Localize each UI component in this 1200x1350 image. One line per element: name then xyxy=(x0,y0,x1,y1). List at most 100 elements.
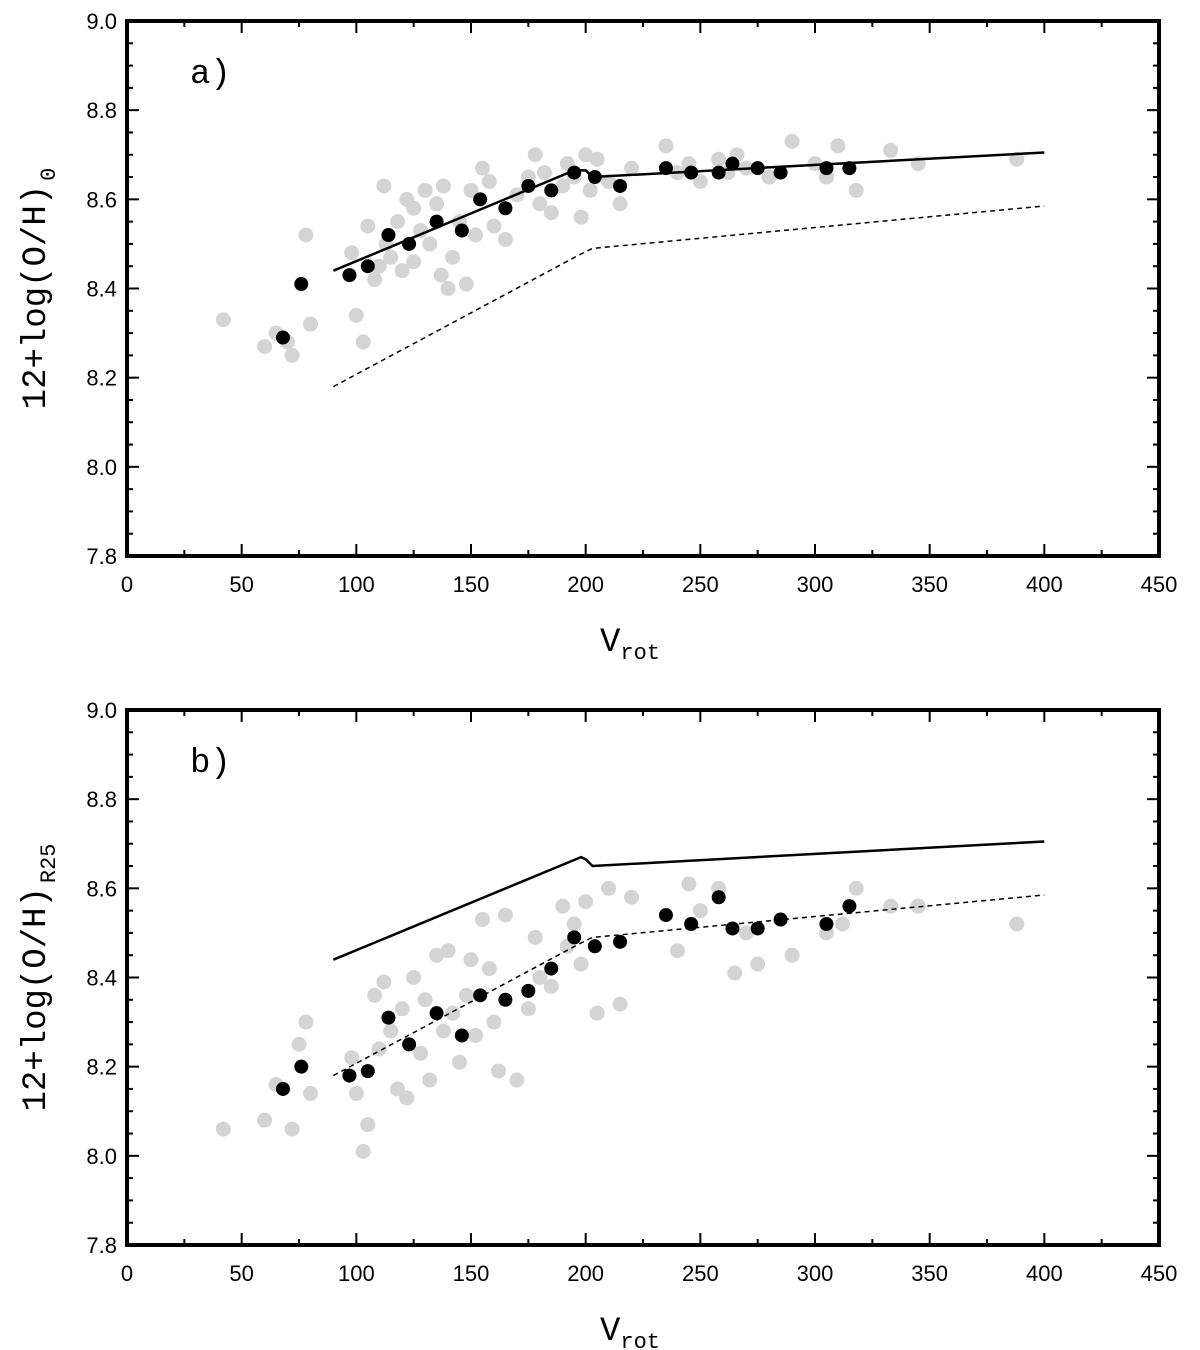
dashed-fit-line xyxy=(333,894,1045,1077)
x-tick-label: 150 xyxy=(453,1261,490,1286)
y-axis-title-main: 12+log(O/H) xyxy=(18,887,56,1111)
gray-point xyxy=(399,1090,415,1106)
gray-point xyxy=(429,196,445,212)
gray-point xyxy=(284,1121,300,1137)
y-tick-label: 8.2 xyxy=(86,366,117,391)
x-tick-label: 450 xyxy=(1141,572,1178,597)
gray-point xyxy=(612,196,628,212)
y-tick-label: 7.8 xyxy=(86,544,117,569)
y-tick-label: 9.0 xyxy=(86,698,117,723)
solid-fit-line xyxy=(332,151,1045,272)
binned-points xyxy=(275,890,857,1096)
black-point xyxy=(773,165,788,180)
black-point xyxy=(473,192,488,207)
gray-point xyxy=(468,1027,484,1043)
x-axis-title-subscript: rot xyxy=(620,1330,660,1350)
gray-point xyxy=(681,876,697,892)
gray-point xyxy=(830,138,846,154)
black-point xyxy=(544,961,559,976)
black-point xyxy=(294,277,309,292)
gray-point xyxy=(497,907,513,923)
gray-point xyxy=(463,952,479,968)
y-tick-label: 8.2 xyxy=(86,1055,117,1080)
gray-point xyxy=(376,178,392,194)
gray-point xyxy=(422,1072,438,1088)
gray-point xyxy=(406,200,422,216)
gray-point xyxy=(445,1005,461,1021)
gray-point xyxy=(215,312,231,328)
gray-point xyxy=(532,970,548,985)
gray-point xyxy=(543,978,559,994)
y-axis-title: 12+log(O/H) R25 xyxy=(18,843,62,1111)
gray-point xyxy=(761,169,777,185)
black-point xyxy=(750,921,765,936)
y-tick-label: 8.8 xyxy=(86,98,117,123)
gray-point xyxy=(497,231,513,247)
black-point xyxy=(294,1059,309,1074)
gray-point xyxy=(440,281,456,296)
gray-point xyxy=(302,316,318,332)
gray-point xyxy=(658,138,674,154)
gray-point xyxy=(433,267,449,283)
gray-point xyxy=(452,1054,468,1070)
gray-point xyxy=(669,943,685,959)
panel-label: b) xyxy=(190,745,231,783)
tick-marks xyxy=(126,20,1160,557)
x-tick-label: 200 xyxy=(567,1261,604,1286)
gray-point xyxy=(440,943,456,959)
gray-point xyxy=(491,1063,507,1079)
gray-point xyxy=(1009,916,1025,932)
black-point xyxy=(842,899,857,914)
x-tick-label: 100 xyxy=(338,572,375,597)
x-tick-label: 0 xyxy=(121,572,133,597)
black-point xyxy=(544,183,559,198)
x-tick-label: 300 xyxy=(797,1261,834,1286)
gray-point xyxy=(692,903,708,919)
gray-point xyxy=(413,1045,429,1061)
gray-point xyxy=(624,160,640,176)
gray-point xyxy=(624,889,640,905)
gray-point xyxy=(692,174,708,189)
gray-point xyxy=(435,178,451,194)
black-point xyxy=(521,983,536,998)
gray-point xyxy=(883,142,899,158)
x-tick-label: 300 xyxy=(797,572,834,597)
y-axis-title-main: 12+log(O/H) xyxy=(18,185,56,409)
x-tick-label: 0 xyxy=(121,1261,133,1286)
dashed-fit-line xyxy=(333,205,1045,388)
gray-point xyxy=(532,196,548,212)
x-tick-label: 400 xyxy=(1026,572,1063,597)
gray-point xyxy=(711,151,727,167)
gray-point xyxy=(360,218,376,234)
black-point xyxy=(473,988,488,1003)
black-point xyxy=(275,1081,290,1096)
black-point xyxy=(360,1064,375,1079)
x-tick-label: 50 xyxy=(229,1261,253,1286)
gray-point xyxy=(406,970,422,985)
black-point xyxy=(498,992,513,1007)
panel-a: 0 50 100 150 200 250 300 350 400 450 7.8 8.0 8.2 8.4 8… xyxy=(18,9,1177,666)
x-tick-label: 250 xyxy=(682,1261,719,1286)
gray-point xyxy=(298,1014,314,1030)
gray-point xyxy=(527,147,543,163)
gray-point xyxy=(291,1036,307,1052)
gray-point xyxy=(589,1005,605,1021)
gray-point xyxy=(348,1085,364,1101)
black-point xyxy=(711,890,726,905)
gray-point xyxy=(458,987,474,1003)
gray-point xyxy=(807,156,823,172)
gray-point xyxy=(848,182,864,198)
x-tick-label: 200 xyxy=(567,572,604,597)
gray-point xyxy=(468,227,484,243)
gray-point xyxy=(910,898,926,914)
gray-point xyxy=(367,987,383,1003)
gray-point xyxy=(883,898,899,914)
gray-point xyxy=(509,1072,525,1088)
gray-point xyxy=(1009,151,1025,167)
gray-point xyxy=(344,1050,360,1066)
y-tick-label: 8.6 xyxy=(86,876,117,901)
gray-point xyxy=(555,898,571,914)
tick-marks xyxy=(126,709,1160,1246)
gray-point xyxy=(784,133,800,149)
